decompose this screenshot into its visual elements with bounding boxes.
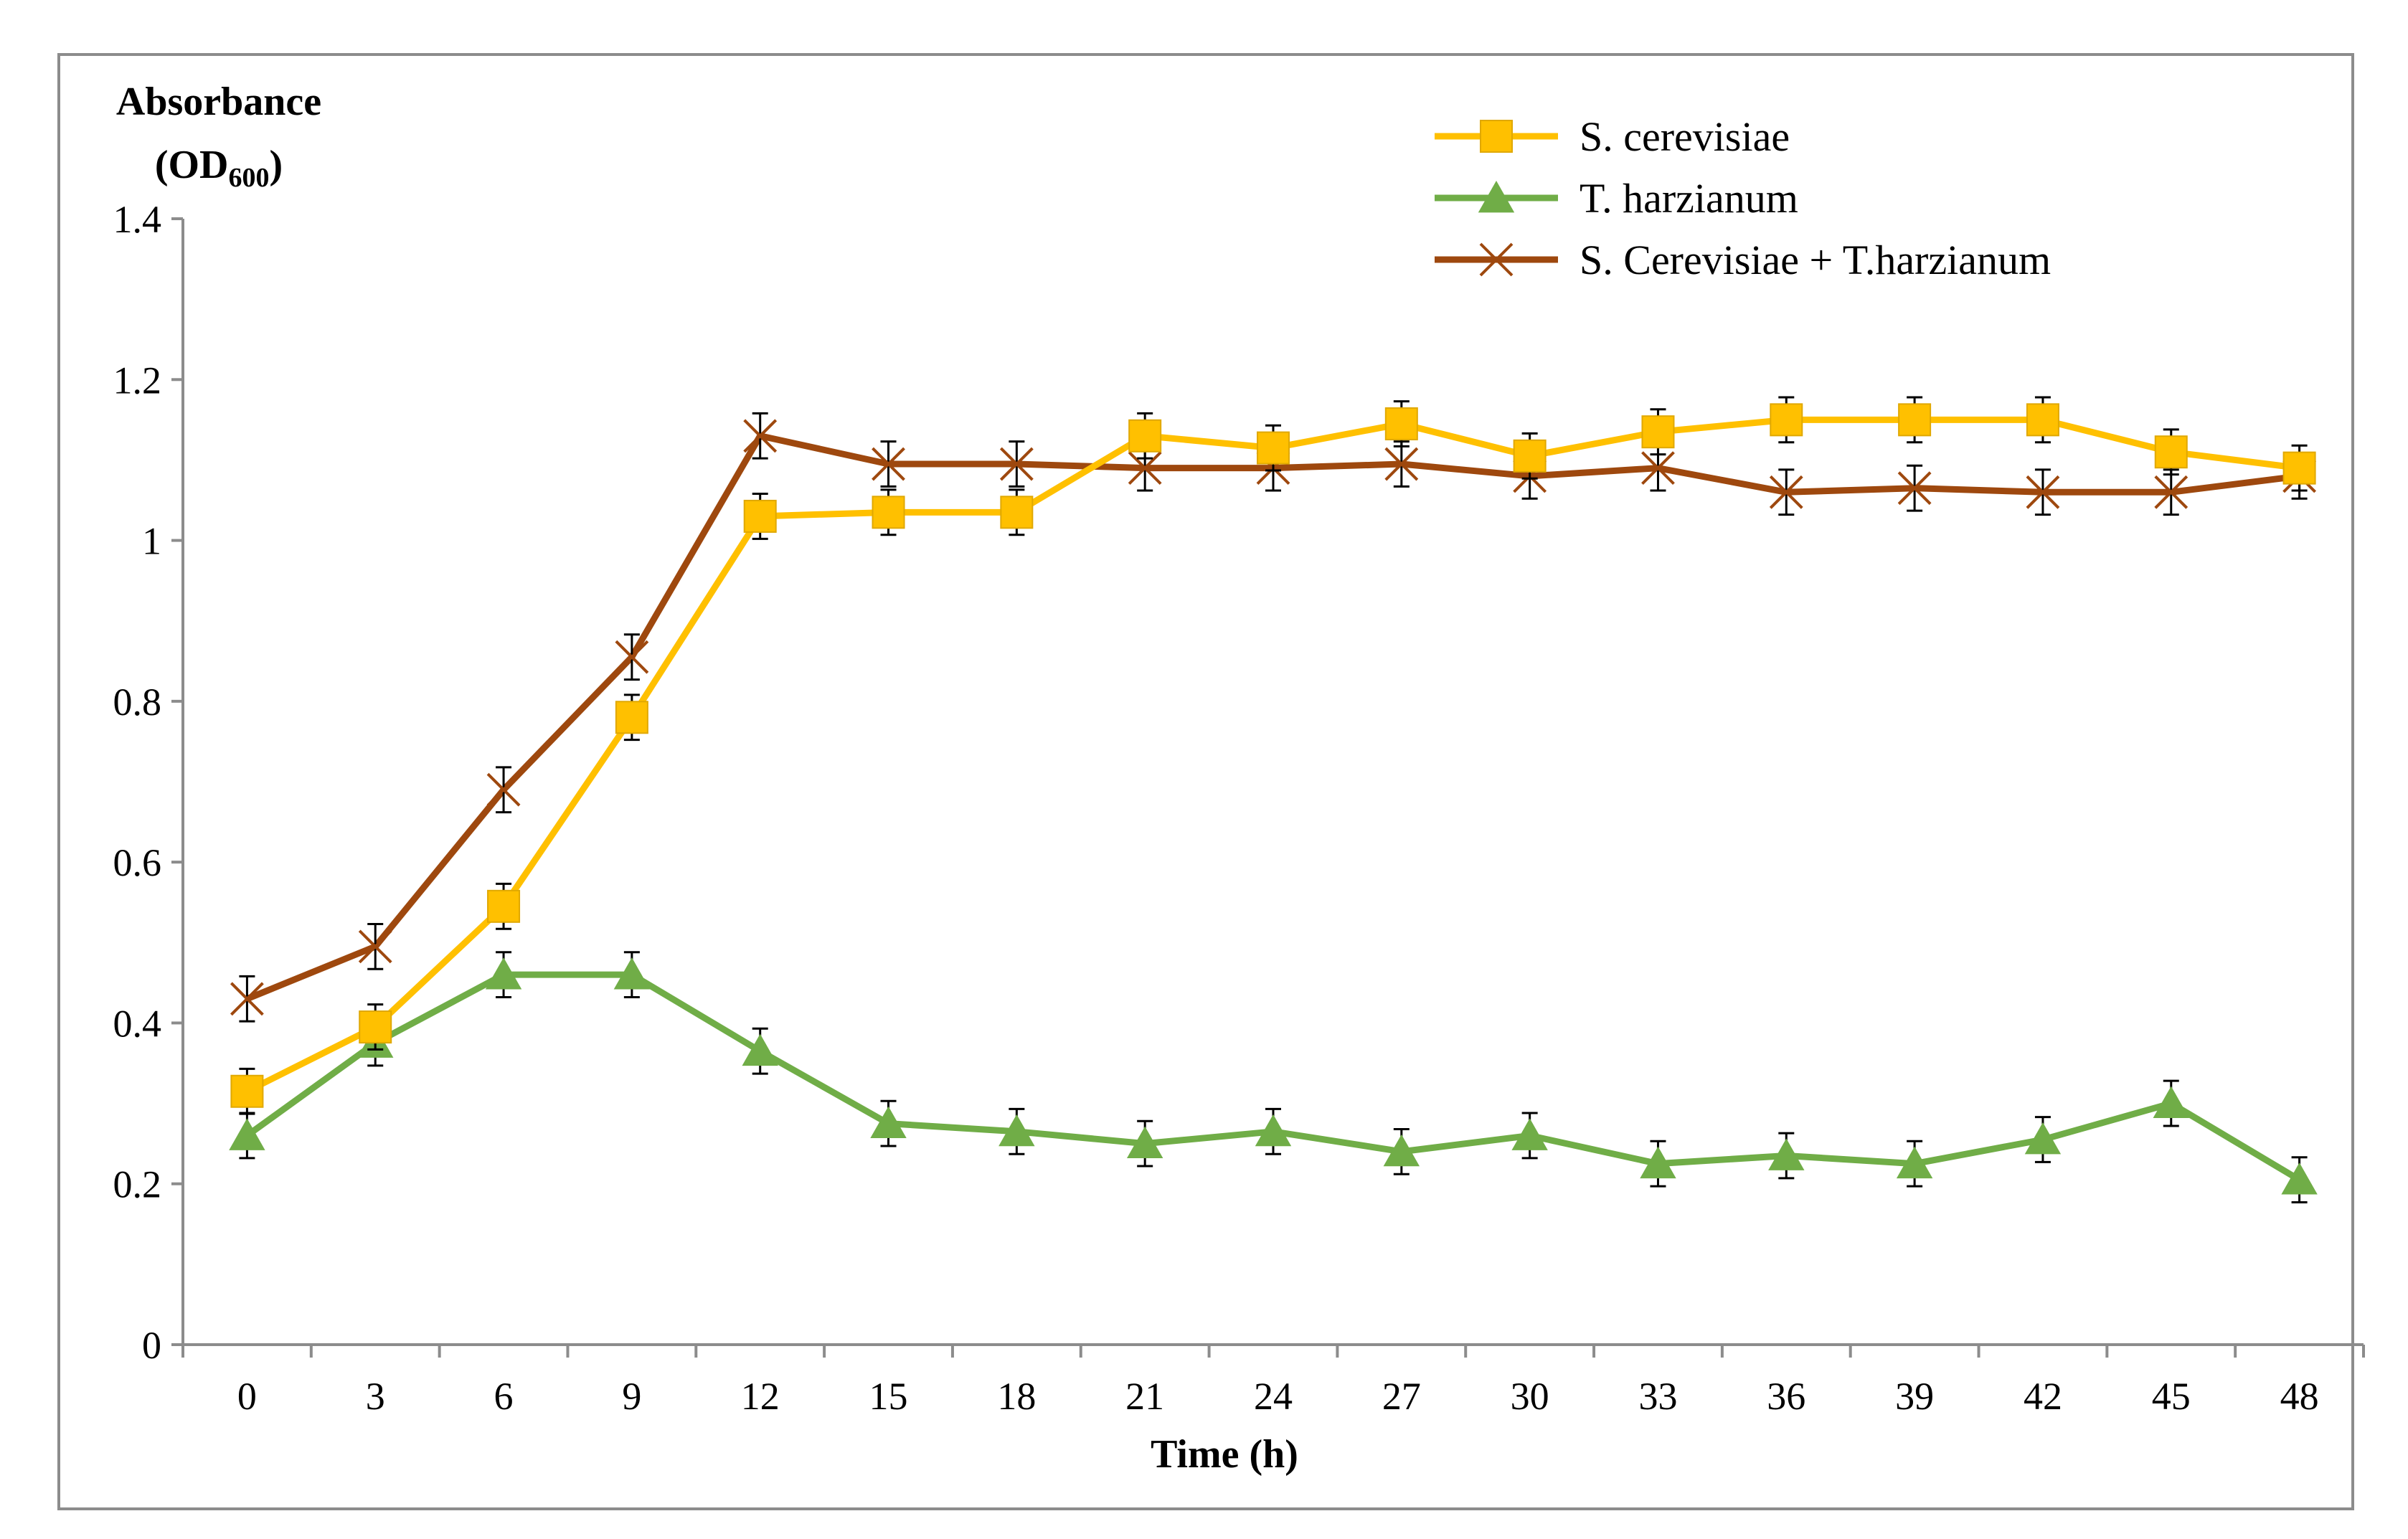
data-point <box>2282 451 2316 485</box>
legend-label: S. Cerevisiae + T.harzianum <box>1580 237 2051 283</box>
y-axis-title-line2: (OD600) <box>155 143 283 193</box>
legend: S. cerevisiae T. harzianum S. Cerevisiae +… <box>1435 113 2051 283</box>
data-point <box>1128 419 1162 453</box>
x-tick-label: 45 <box>2152 1375 2191 1418</box>
x-axis-title: Time (h) <box>1151 1432 1298 1477</box>
x-tick-label: 24 <box>1254 1375 1293 1418</box>
data-point <box>359 1010 392 1044</box>
y-tick-label: 1.2 <box>113 359 162 402</box>
data-point <box>2026 475 2060 509</box>
data-point <box>2026 403 2059 437</box>
data-point <box>2154 435 2188 469</box>
series-group <box>229 396 2318 1204</box>
legend-marker <box>1479 242 1514 277</box>
data-point <box>613 957 651 990</box>
y-axis-title-line1: Absorbance <box>116 80 321 124</box>
chart-border <box>57 53 2354 1510</box>
data-point <box>2024 1122 2062 1155</box>
data-point <box>1898 403 1932 437</box>
data-point <box>870 1106 907 1139</box>
data-point <box>486 772 521 807</box>
data-point <box>999 447 1034 481</box>
y-tick-label: 0.2 <box>113 1163 162 1206</box>
x-tick-label: 39 <box>1895 1375 1934 1418</box>
series-1 <box>229 951 2318 1204</box>
data-point <box>358 929 392 964</box>
x-tick-label: 27 <box>1382 1375 1421 1418</box>
x-tick-label: 6 <box>494 1375 514 1418</box>
data-point <box>998 1114 1035 1147</box>
data-point <box>1770 403 1803 437</box>
data-point <box>1896 1146 1933 1179</box>
x-tick-label: 15 <box>869 1375 908 1418</box>
data-point <box>1513 439 1547 473</box>
data-point <box>1641 415 1675 449</box>
x-tick-label: 9 <box>622 1375 641 1418</box>
data-point <box>1257 431 1290 465</box>
data-point <box>1255 1114 1292 1147</box>
data-point <box>2281 1162 2318 1195</box>
legend-entry-0: S. cerevisiae <box>1435 113 1790 160</box>
y-axis-title-subscript: 600 <box>229 163 270 193</box>
x-tick-label: 30 <box>1511 1375 1549 1418</box>
data-point <box>230 1074 264 1108</box>
y-tick-label: 0.4 <box>113 1002 162 1045</box>
data-point <box>1000 496 1034 529</box>
data-point <box>872 496 905 529</box>
data-point <box>615 701 648 734</box>
data-point <box>2154 475 2189 509</box>
x-tick-label: 42 <box>2024 1375 2062 1418</box>
data-point <box>1769 475 1803 509</box>
data-point <box>1128 451 1162 486</box>
data-point <box>615 640 649 674</box>
data-point <box>229 1118 265 1150</box>
data-point <box>485 957 522 990</box>
x-tick-label: 12 <box>741 1375 780 1418</box>
data-point <box>230 982 264 1016</box>
data-point <box>1640 1146 1676 1179</box>
x-tick-label: 33 <box>1638 1375 1677 1418</box>
x-tick-label: 0 <box>237 1375 257 1418</box>
x-tick-label: 18 <box>997 1375 1036 1418</box>
legend-entry-1: T. harzianum <box>1435 175 1798 222</box>
y-tick-label: 1 <box>142 520 161 563</box>
legend-label: T. harzianum <box>1580 175 1798 222</box>
data-point <box>1126 1126 1163 1159</box>
data-point <box>2153 1086 2189 1118</box>
data-point <box>743 499 777 533</box>
x-tick-label: 3 <box>366 1375 385 1418</box>
legend-marker <box>1480 120 1513 153</box>
y-tick-label: 0 <box>142 1324 161 1367</box>
data-point <box>743 419 778 453</box>
data-point <box>1384 447 1419 481</box>
data-point <box>1897 471 1932 506</box>
x-tick-label: 36 <box>1767 1375 1805 1418</box>
y-tick-label: 0.8 <box>113 681 162 724</box>
y-tick-label: 1.4 <box>113 198 162 241</box>
axes: 00.20.40.60.811.21.40 3 6 9 12 15 18 21 24 27 30 33… <box>113 198 2365 1418</box>
x-tick-label: 48 <box>2280 1375 2319 1418</box>
data-point <box>1641 451 1675 486</box>
data-point <box>1768 1138 1805 1170</box>
data-point <box>1511 1118 1548 1150</box>
legend-entry-2: S. Cerevisiae + T.harzianum <box>1435 237 2051 283</box>
x-tick-label: 21 <box>1125 1375 1164 1418</box>
data-point <box>1383 1134 1420 1167</box>
data-point <box>487 889 521 923</box>
series-0 <box>230 396 2316 1115</box>
legend-marker <box>1478 181 1515 213</box>
legend-label: S. cerevisiae <box>1580 113 1790 160</box>
y-tick-label: 0.6 <box>113 841 162 884</box>
data-point <box>742 1033 778 1066</box>
data-point <box>1384 407 1418 440</box>
data-point <box>872 447 905 481</box>
